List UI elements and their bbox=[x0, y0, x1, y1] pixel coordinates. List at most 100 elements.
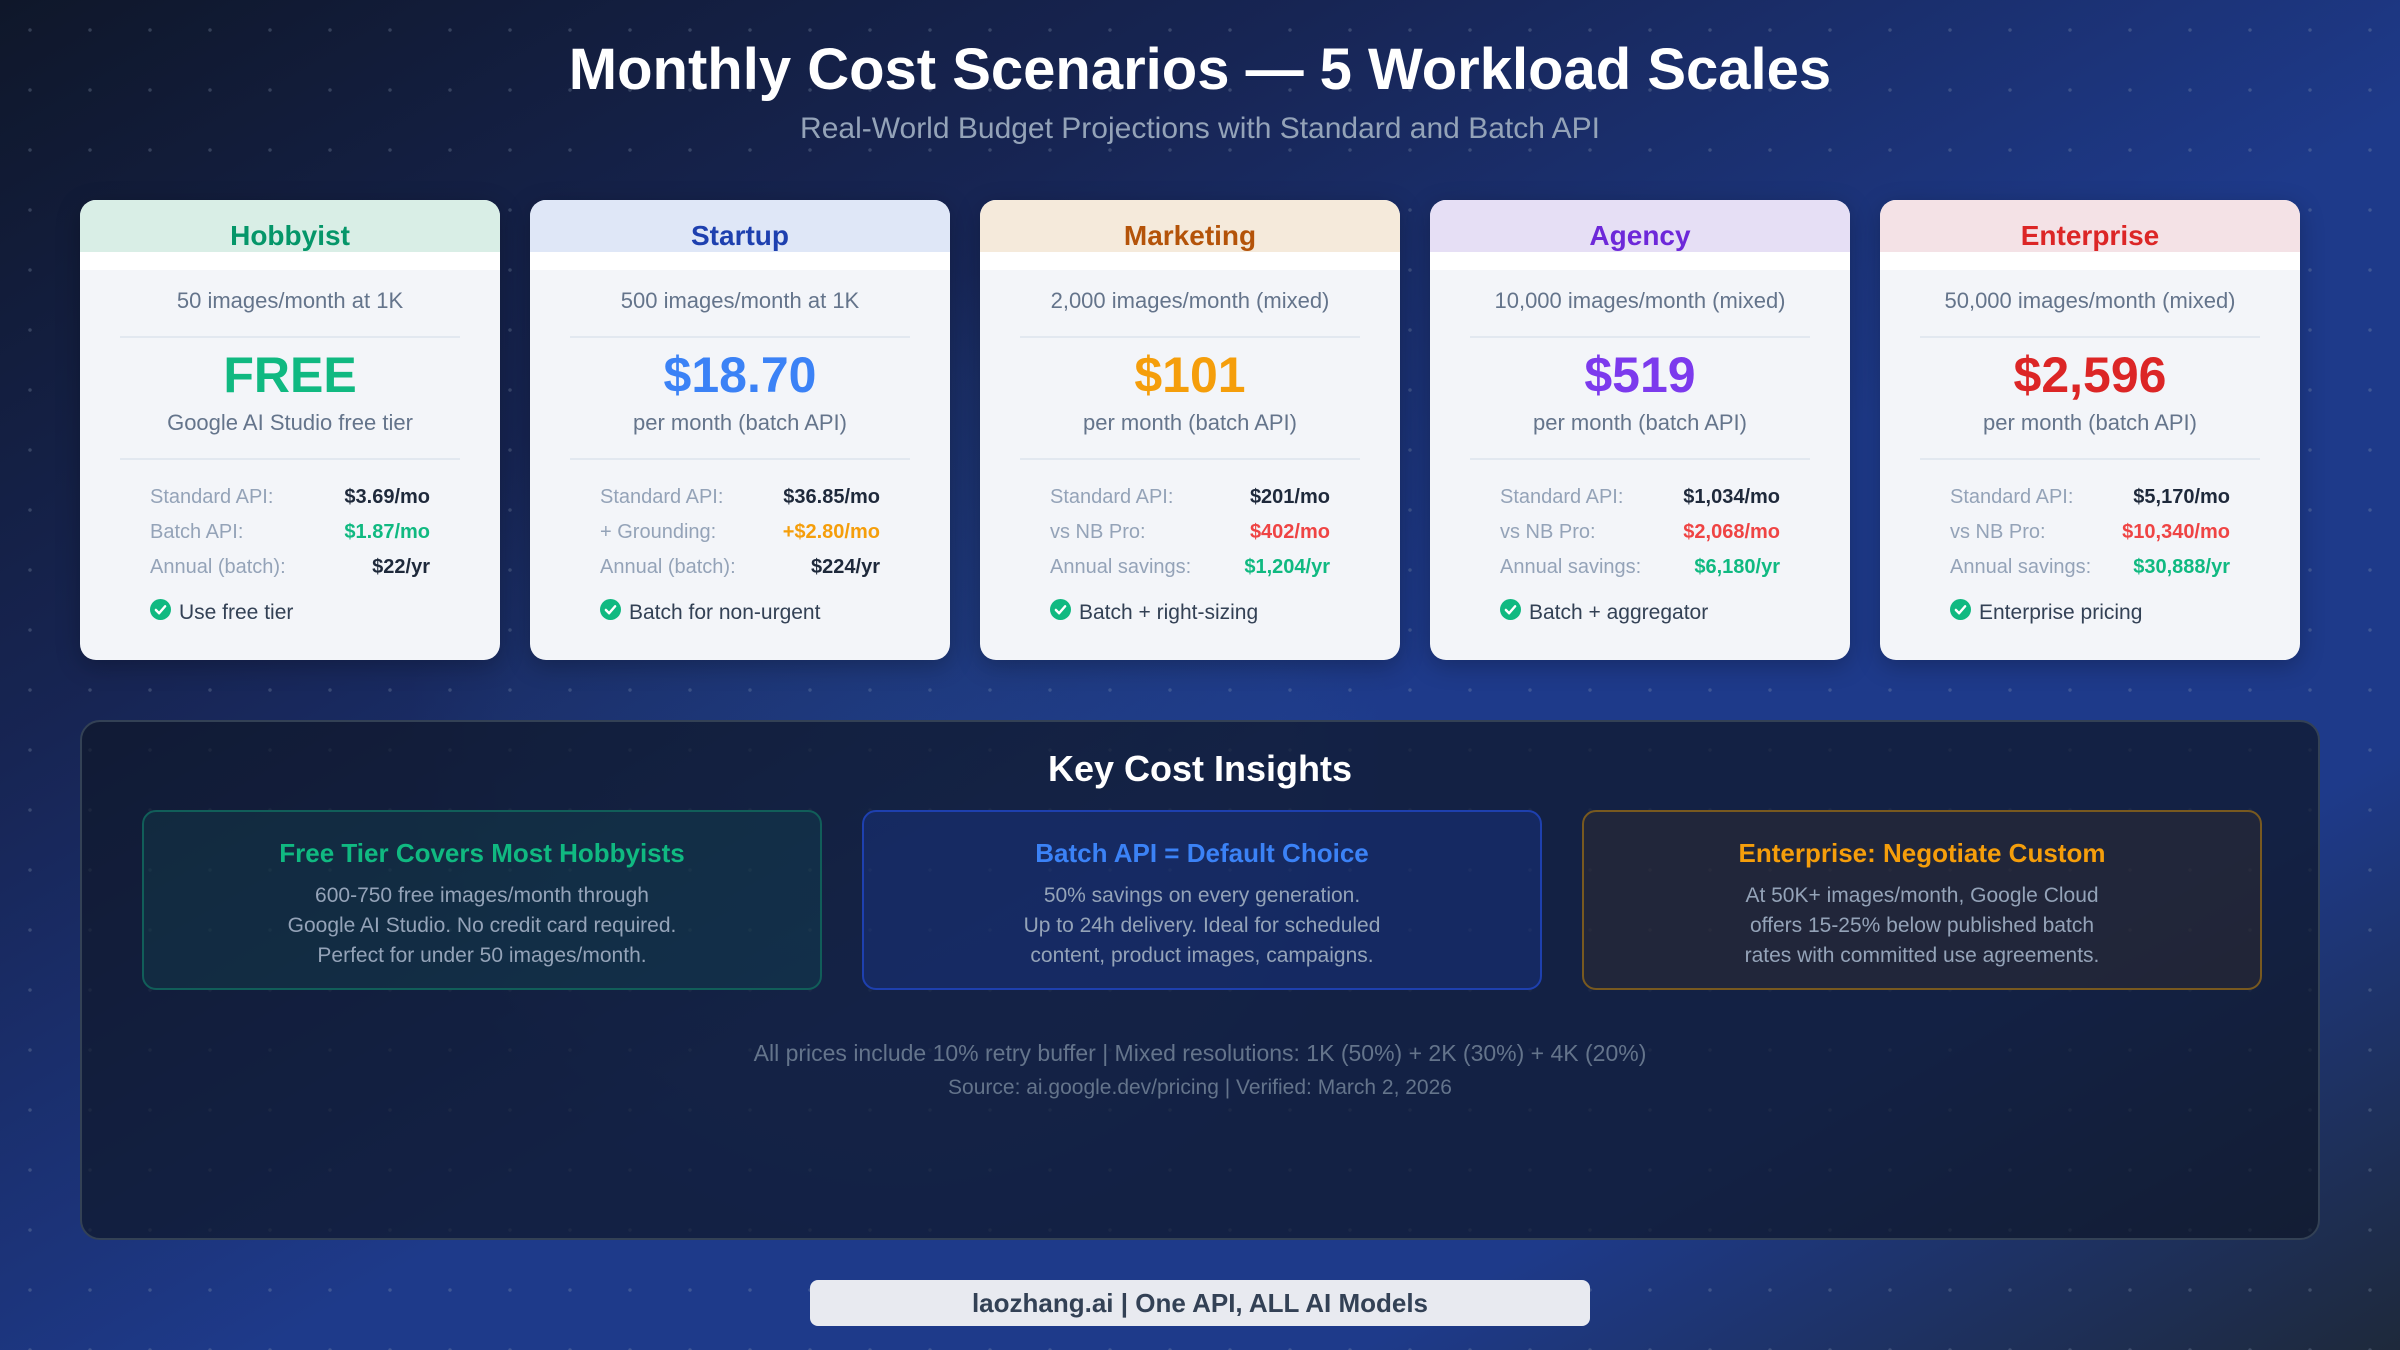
card-price: FREE bbox=[223, 347, 357, 403]
card-header: Hobbyist bbox=[80, 200, 500, 252]
cost-row-value: $5,170/mo bbox=[2133, 486, 2230, 508]
cost-row: Annual (batch): $22/yr bbox=[150, 550, 430, 585]
cost-row-label: vs NB Pro: bbox=[1050, 521, 1146, 543]
page-title: Monthly Cost Scenarios — 5 Workload Scal… bbox=[568, 37, 1832, 102]
card-recommendation: Batch + aggregator bbox=[1500, 598, 1850, 625]
card-divider bbox=[570, 458, 910, 460]
card-price-note: per month (batch API) bbox=[1533, 410, 1747, 435]
card-price-note: per month (batch API) bbox=[633, 410, 847, 435]
cost-row-value: $224/yr bbox=[811, 556, 880, 578]
insight-line: rates with committed use agreements. bbox=[1744, 944, 2100, 967]
card-volume: 500 images/month at 1K bbox=[620, 288, 860, 313]
cost-row-label: Standard API: bbox=[600, 486, 724, 508]
card-price-note: per month (batch API) bbox=[1083, 410, 1297, 435]
cost-row: Annual (batch): $224/yr bbox=[600, 550, 880, 585]
card-price-note: per month (batch API) bbox=[1983, 410, 2197, 435]
insight-title: Enterprise: Negotiate Custom bbox=[1738, 838, 2106, 868]
card-divider bbox=[1920, 458, 2260, 460]
insight-body: 50% savings on every generation. Up to 24… bbox=[864, 881, 1540, 971]
cost-row: vs NB Pro: $402/mo bbox=[1050, 515, 1330, 550]
cost-row-label: Standard API: bbox=[150, 486, 274, 508]
card-divider bbox=[1020, 336, 1360, 338]
cost-row-value: $6,180/yr bbox=[1694, 556, 1780, 578]
card-divider bbox=[570, 336, 910, 338]
cost-row: Standard API: $1,034/mo bbox=[1500, 480, 1780, 515]
insight-line: 600-750 free images/month through bbox=[315, 884, 649, 907]
cost-row: Annual savings: $6,180/yr bbox=[1500, 550, 1780, 585]
insight-title: Batch API = Default Choice bbox=[1035, 838, 1369, 868]
card-header-band bbox=[530, 252, 950, 270]
cost-row: Batch API: $1.87/mo bbox=[150, 515, 430, 550]
cost-row-label: + Grounding: bbox=[600, 521, 717, 543]
card-divider bbox=[1920, 336, 2260, 338]
cost-row-label: Standard API: bbox=[1950, 486, 2074, 508]
cost-row-value: $1.87/mo bbox=[344, 521, 430, 543]
insight-line: 50% savings on every generation. bbox=[1043, 884, 1361, 907]
card-header: Marketing bbox=[980, 200, 1400, 252]
cost-row: vs NB Pro: $10,340/mo bbox=[1950, 515, 2230, 550]
insight-line: Up to 24h delivery. Ideal for scheduled bbox=[1023, 914, 1381, 937]
pricing-note: All prices include 10% retry buffer | Mi… bbox=[753, 1040, 1647, 1066]
scenario-card-marketing: Marketing 2,000 images/month (mixed) $10… bbox=[980, 200, 1400, 660]
card-header: Enterprise bbox=[1880, 200, 2300, 252]
card-title: Marketing bbox=[1123, 220, 1257, 251]
insight-line: Google AI Studio. No credit card require… bbox=[287, 914, 677, 937]
card-divider bbox=[1470, 336, 1810, 338]
card-title: Agency bbox=[1589, 220, 1691, 251]
card-price: $519 bbox=[1584, 347, 1696, 403]
brand-footer-badge: laozhang.ai | One API, ALL AI Models bbox=[810, 1280, 1590, 1326]
check-circle-icon bbox=[600, 598, 621, 620]
scenario-card-startup: Startup 500 images/month at 1K $18.70 pe… bbox=[530, 200, 950, 660]
cost-row-value: $30,888/yr bbox=[2133, 556, 2230, 578]
insight-line: offers 15-25% below published batch bbox=[1749, 914, 2094, 937]
cost-row-value: $1,034/mo bbox=[1683, 486, 1780, 508]
card-recommendation: Batch + right-sizing bbox=[1050, 598, 1400, 625]
scenario-card-enterprise: Enterprise 50,000 images/month (mixed) $… bbox=[1880, 200, 2300, 660]
cost-row-value: $2,068/mo bbox=[1683, 521, 1780, 543]
card-price: $18.70 bbox=[663, 347, 817, 403]
card-volume: 2,000 images/month (mixed) bbox=[1050, 288, 1330, 313]
scenario-card-hobbyist: Hobbyist 50 images/month at 1K FREE Goog… bbox=[80, 200, 500, 660]
cost-row: Annual savings: $30,888/yr bbox=[1950, 550, 2230, 585]
card-cost-rows: Standard API: $1,034/mo vs NB Pro: $2,068/m… bbox=[1500, 480, 1780, 585]
cost-row-value: $402/mo bbox=[1249, 521, 1330, 543]
card-header-band bbox=[1430, 252, 1850, 270]
recommendation-text: Batch for non-urgent bbox=[629, 601, 821, 624]
card-recommendation: Batch for non-urgent bbox=[600, 598, 950, 625]
card-volume: 50 images/month at 1K bbox=[176, 288, 404, 313]
recommendation-text: Batch + aggregator bbox=[1529, 601, 1709, 624]
card-cost-rows: Standard API: $201/mo vs NB Pro: $402/mo Ann… bbox=[1050, 480, 1330, 585]
check-circle-icon bbox=[1500, 598, 1521, 620]
cost-row-value: +$2.80/mo bbox=[782, 521, 880, 543]
check-circle-icon bbox=[150, 598, 171, 620]
cost-row-label: Annual savings: bbox=[1500, 556, 1642, 578]
card-recommendation: Enterprise pricing bbox=[1950, 598, 2300, 625]
card-divider bbox=[1020, 458, 1360, 460]
recommendation-text: Batch + right-sizing bbox=[1079, 601, 1259, 624]
recommendation-text: Enterprise pricing bbox=[1979, 601, 2143, 624]
page-subtitle: Real-World Budget Projections with Stand… bbox=[800, 112, 1600, 145]
cost-row-label: Standard API: bbox=[1050, 486, 1174, 508]
insight-line: At 50K+ images/month, Google Cloud bbox=[1745, 884, 2099, 907]
cost-row: Standard API: $201/mo bbox=[1050, 480, 1330, 515]
card-cost-rows: Standard API: $3.69/mo Batch API: $1.87/mo A… bbox=[150, 480, 430, 585]
cost-row-label: Annual savings: bbox=[1950, 556, 2092, 578]
insights-title: Key Cost Insights bbox=[1047, 748, 1353, 789]
card-header: Startup bbox=[530, 200, 950, 252]
cost-row-value: $3.69/mo bbox=[344, 486, 430, 508]
card-header-band bbox=[80, 252, 500, 270]
card-volume: 50,000 images/month (mixed) bbox=[1944, 288, 2236, 313]
insight-line: content, product images, campaigns. bbox=[1030, 944, 1374, 967]
card-title: Enterprise bbox=[2020, 220, 2160, 251]
card-cost-rows: Standard API: $5,170/mo vs NB Pro: $10,340/… bbox=[1950, 480, 2230, 585]
cost-row-label: vs NB Pro: bbox=[1500, 521, 1596, 543]
insight-card: Enterprise: Negotiate Custom At 50K+ imag… bbox=[1582, 810, 2262, 990]
recommendation-text: Use free tier bbox=[179, 601, 294, 624]
card-title: Startup bbox=[691, 220, 789, 251]
cost-row-value: $1,204/yr bbox=[1244, 556, 1330, 578]
cost-row-value: $201/mo bbox=[1249, 486, 1330, 508]
cost-row: + Grounding: +$2.80/mo bbox=[600, 515, 880, 550]
cost-row-label: Batch API: bbox=[150, 521, 244, 543]
card-header-band bbox=[1880, 252, 2300, 270]
card-cost-rows: Standard API: $36.85/mo + Grounding: +$2.80… bbox=[600, 480, 880, 585]
